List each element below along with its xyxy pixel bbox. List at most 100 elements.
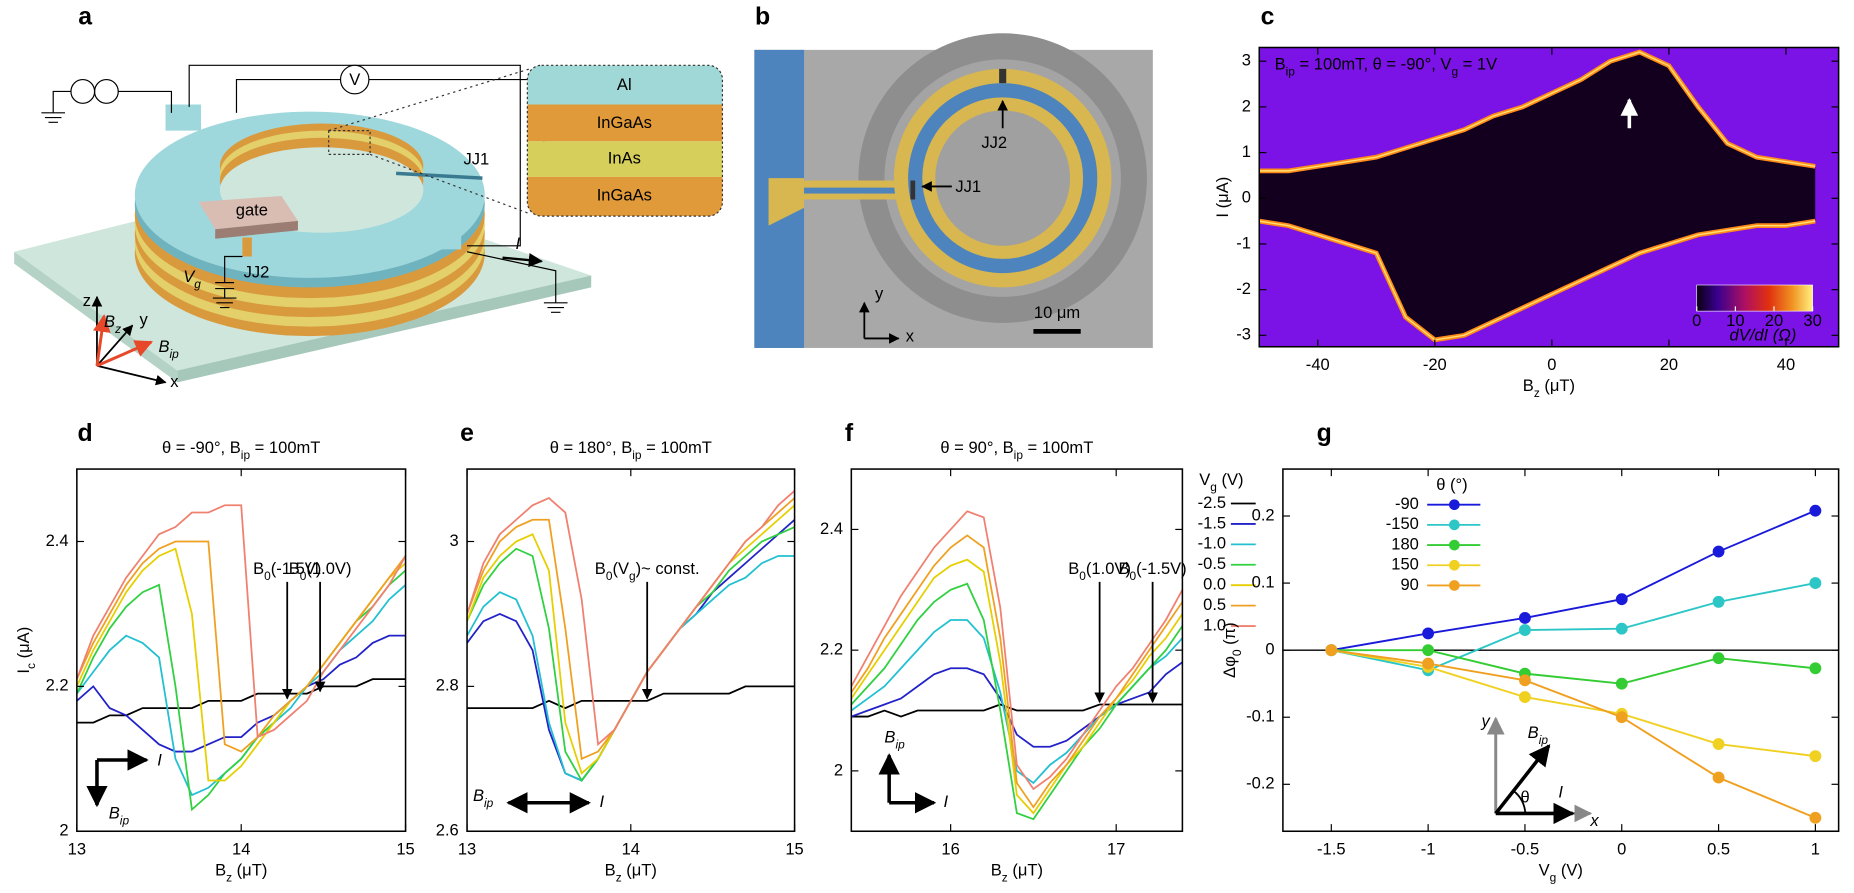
y-tick-label: 2.8 bbox=[436, 676, 459, 695]
chart-title: θ = -90°, Bip = 100mT bbox=[162, 438, 320, 462]
chart-title-part: = 100mT bbox=[1023, 438, 1093, 457]
x-tick-label: 17 bbox=[1107, 840, 1125, 859]
x-tick-label: 15 bbox=[785, 840, 803, 859]
x-axis-label-part: B bbox=[605, 861, 616, 880]
layer-label: InAs bbox=[608, 148, 641, 167]
y-tick-label: 0 bbox=[1265, 640, 1274, 659]
chart-title-part: θ = 180°, B bbox=[550, 438, 633, 457]
panel-label: f bbox=[845, 419, 854, 447]
axis-letter: y bbox=[140, 310, 149, 329]
annotation-label-part: B bbox=[1068, 559, 1079, 578]
jj-label: JJ1 bbox=[464, 150, 490, 169]
data-point bbox=[1615, 622, 1628, 635]
annotation-label-part: 0 bbox=[264, 569, 271, 583]
chart-title-part: ip bbox=[1286, 64, 1296, 78]
annotation-label: B0(-1.5V) bbox=[1118, 559, 1186, 583]
annotation-label-part: g bbox=[629, 569, 636, 583]
data-line bbox=[76, 584, 406, 797]
x-tick-label: -40 bbox=[1306, 355, 1330, 374]
layer-label: InGaAs bbox=[597, 113, 652, 132]
x-tick-label: -1 bbox=[1421, 840, 1436, 859]
inset-arrow bbox=[1494, 744, 1551, 815]
legend-marker bbox=[1449, 559, 1460, 571]
inset-label: x bbox=[1589, 811, 1599, 830]
x-tick-label: -1.5 bbox=[1317, 840, 1346, 859]
annotation-label-part: B bbox=[595, 559, 606, 578]
chart-title-part: ip bbox=[241, 448, 251, 462]
legend-label: 0.0 bbox=[1203, 575, 1226, 594]
legend-label: 90 bbox=[1400, 575, 1418, 594]
annotation-label: B0(-1.5V) bbox=[253, 559, 321, 583]
x-tick-label: 13 bbox=[458, 840, 476, 859]
x-tick-label: 0.5 bbox=[1707, 840, 1730, 859]
y-axis-label: Δφ0 (π) bbox=[1220, 622, 1244, 678]
voltmeter-label: V bbox=[349, 70, 360, 89]
x-axis-label: Bz (μT) bbox=[605, 861, 657, 885]
inset-label-part: B bbox=[884, 728, 895, 747]
y-axis-label-part: Δφ bbox=[1220, 656, 1239, 678]
chart-title: θ = 180°, Bip = 100mT bbox=[550, 438, 712, 462]
annotation-label-part: 0 bbox=[1079, 569, 1086, 583]
axis-letter: y bbox=[875, 284, 884, 303]
legend-label: -1.0 bbox=[1198, 534, 1227, 553]
data-line bbox=[851, 510, 1183, 791]
data-point bbox=[1712, 771, 1725, 784]
x-axis-label: Bz (μT) bbox=[1523, 376, 1575, 400]
x-axis-label-part: z bbox=[1534, 386, 1540, 400]
legend-title: θ (°) bbox=[1436, 475, 1467, 494]
x-tick-label: 14 bbox=[232, 840, 250, 859]
layer-label: InGaAs bbox=[597, 185, 652, 204]
x-axis-label-part: B bbox=[991, 861, 1002, 880]
data-point bbox=[1422, 627, 1435, 640]
data-line bbox=[467, 497, 795, 761]
data-line bbox=[467, 685, 795, 710]
data-point bbox=[1519, 612, 1531, 624]
x-axis-label-part: (μT) bbox=[622, 861, 657, 880]
x-axis-label-part: z bbox=[1002, 871, 1008, 885]
scale-bar-label: 10 μm bbox=[1034, 303, 1080, 322]
inset-label: Bip bbox=[1528, 723, 1549, 747]
y-tick-label: 0.2 bbox=[1252, 505, 1275, 524]
data-line bbox=[1331, 509, 1816, 652]
data-point bbox=[1809, 750, 1822, 763]
data-point bbox=[1519, 691, 1531, 704]
inset-label-part: ip bbox=[120, 814, 130, 828]
inset-label: Bip bbox=[109, 804, 130, 828]
x-tick-label: 0 bbox=[1617, 840, 1626, 859]
inset-label-part: B bbox=[109, 804, 120, 823]
legend-marker bbox=[1449, 499, 1460, 511]
inset-label: I bbox=[1558, 783, 1563, 802]
micrograph bbox=[754, 33, 1153, 348]
chart-title: θ = 90°, Bip = 100mT bbox=[940, 438, 1093, 462]
plot-frame bbox=[76, 468, 407, 833]
x-axis-label-part: (V) bbox=[1556, 861, 1583, 880]
y-tick-label: -0.1 bbox=[1246, 707, 1275, 726]
annotation-label-part: B bbox=[253, 559, 264, 578]
field-label-part: B bbox=[104, 312, 115, 331]
x-tick-label: 0 bbox=[1547, 355, 1556, 374]
chart-title-part: ip bbox=[1014, 448, 1024, 462]
legend-label: -2.5 bbox=[1198, 493, 1227, 512]
annotation-label-part: (-1.5V) bbox=[1136, 559, 1187, 578]
x-tick-label: 15 bbox=[396, 840, 414, 859]
field-label: Bip bbox=[158, 337, 179, 361]
data-line bbox=[851, 661, 1183, 748]
data-line bbox=[851, 558, 1183, 815]
data-line bbox=[467, 555, 795, 782]
chart-title-part: = 100mT bbox=[642, 438, 712, 457]
x-tick-label: 16 bbox=[941, 840, 959, 859]
y-tick-label: 2 bbox=[834, 760, 843, 779]
x-axis-label-part: z bbox=[226, 871, 232, 885]
gate-voltage-label-part: g bbox=[194, 277, 201, 291]
colorbar-tick-label: 0 bbox=[1692, 311, 1701, 330]
data-line bbox=[1331, 649, 1816, 685]
chart-title-part: ip bbox=[632, 448, 642, 462]
legend-label: 180 bbox=[1391, 534, 1419, 553]
plot-frame bbox=[466, 468, 796, 833]
panel-label: c bbox=[1261, 2, 1275, 30]
y-tick-label: 2.4 bbox=[46, 531, 69, 550]
x-axis-label: Vg (V) bbox=[1539, 861, 1583, 885]
current-label: I bbox=[516, 234, 521, 253]
x-axis-label-part: V bbox=[1539, 861, 1550, 880]
